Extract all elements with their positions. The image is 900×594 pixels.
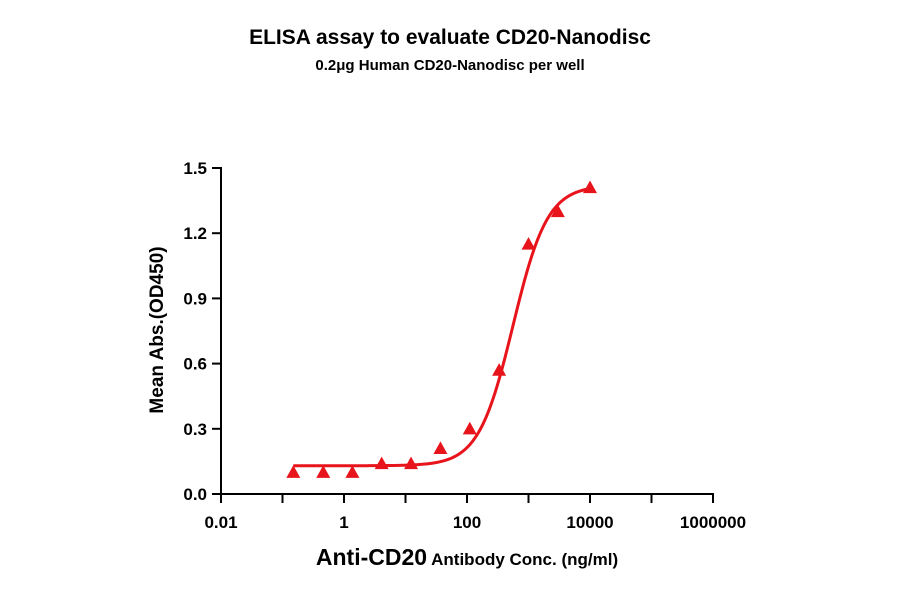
data-point-triangle [404, 456, 419, 470]
x-axis-label-rest: Antibody Conc. (ng/ml) [427, 550, 618, 569]
x-tick-label: 0.01 [204, 513, 237, 532]
data-point-triangle [286, 465, 301, 478]
y-tick-label: 1.2 [183, 224, 207, 243]
fit-curve [293, 187, 591, 468]
y-tick-label: 0.9 [183, 289, 207, 308]
y-tick-label: 0.6 [183, 355, 207, 374]
data-point-triangle [374, 456, 389, 470]
x-tick-label: 10000 [566, 513, 613, 532]
data-point-triangle [521, 237, 536, 250]
x-tick-label: 100 [453, 513, 481, 532]
axes [212, 167, 714, 503]
data-point-triangle [462, 421, 477, 435]
chart-subtitle: 0.2μg Human CD20-Nanodisc per well [315, 57, 585, 74]
x-axis-label-main: Anti-CD20 [316, 544, 427, 570]
x-tick-label: 1000000 [680, 513, 746, 532]
y-tick-label: 0.3 [183, 420, 207, 439]
chart-title: ELISA assay to evaluate CD20-Nanodisc [249, 26, 651, 49]
data-point-triangle [345, 465, 360, 478]
x-tick-label: 1 [339, 513, 348, 532]
y-tick-label: 0.0 [183, 485, 207, 504]
data-point-triangle [583, 180, 597, 194]
data-point-triangle [550, 204, 565, 218]
x-axis-label: Anti-CD20 Antibody Conc. (ng/ml) [316, 544, 618, 570]
data-points [286, 180, 597, 478]
y-axis-label: Mean Abs.(OD450) [147, 246, 168, 413]
y-tick-label: 1.5 [183, 159, 207, 178]
data-point-triangle [433, 441, 448, 454]
tick-labels: 0.0 0.3 0.6 0.9 1.2 1.5 0.01 1 100 10000 1000000 [183, 159, 746, 532]
data-point-triangle [316, 465, 331, 478]
data-point-triangle [492, 363, 507, 376]
